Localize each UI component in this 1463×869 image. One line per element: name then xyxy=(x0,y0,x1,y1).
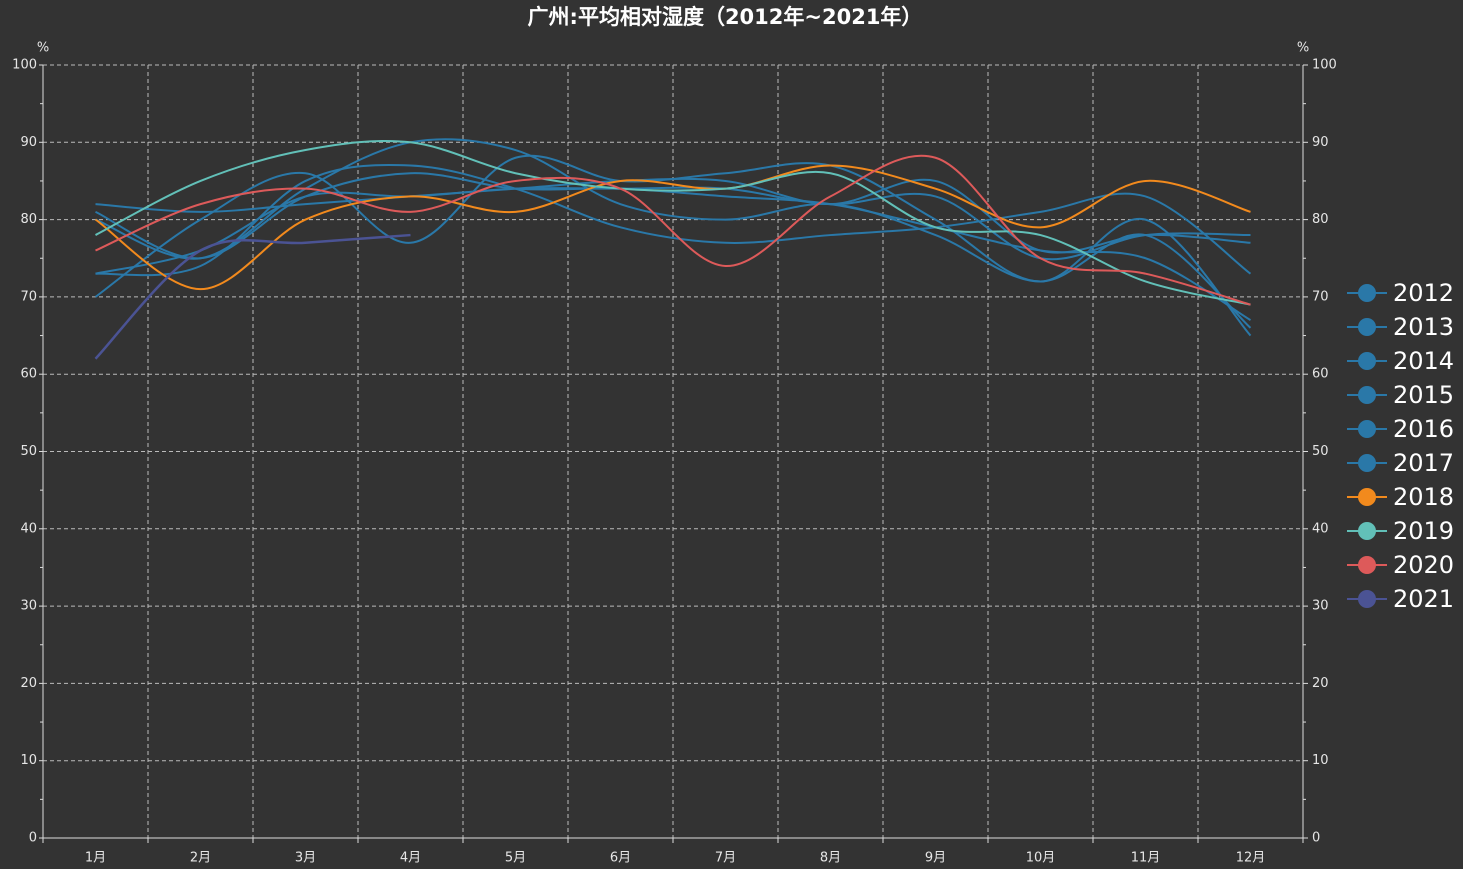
legend-label: 2020 xyxy=(1393,551,1454,579)
legend-label: 2017 xyxy=(1393,449,1454,477)
y2-tick-label: 90 xyxy=(1312,135,1329,150)
chart-title: 广州:平均相对湿度（2012年~2021年） xyxy=(528,5,923,29)
x-tick-label: 7月 xyxy=(715,851,736,866)
legend-marker xyxy=(1358,590,1376,608)
x-tick-label: 3月 xyxy=(295,851,316,866)
y-tick-label: 80 xyxy=(20,212,37,227)
legend-marker xyxy=(1358,386,1376,404)
x-tick-label: 11月 xyxy=(1131,851,1161,866)
y-tick-label: 60 xyxy=(20,367,37,382)
y-tick-label: 70 xyxy=(20,289,37,304)
legend-marker xyxy=(1358,522,1376,540)
legend-marker xyxy=(1358,556,1376,574)
y2-tick-label: 40 xyxy=(1312,521,1329,536)
y-tick-label: 30 xyxy=(20,599,37,614)
legend-marker xyxy=(1358,454,1376,472)
y2-tick-label: 0 xyxy=(1312,831,1320,846)
x-tick-label: 8月 xyxy=(820,851,841,866)
y2-tick-label: 100 xyxy=(1312,58,1337,73)
x-tick-label: 10月 xyxy=(1026,851,1056,866)
y-tick-label: 0 xyxy=(29,831,37,846)
x-tick-label: 5月 xyxy=(505,851,526,866)
legend-marker xyxy=(1358,352,1376,370)
series-line xyxy=(95,154,1251,306)
y2-tick-label: 10 xyxy=(1312,753,1329,768)
series-line xyxy=(95,164,1252,277)
legend-label: 2014 xyxy=(1393,347,1454,375)
legend-label: 2018 xyxy=(1393,483,1454,511)
y2-tick-label: 80 xyxy=(1312,212,1329,227)
x-tick-label: 12月 xyxy=(1236,851,1266,866)
legend-marker xyxy=(1358,284,1376,302)
legend-label: 2015 xyxy=(1393,381,1454,409)
legend-label: 2012 xyxy=(1393,279,1454,307)
y2-tick-label: 60 xyxy=(1312,367,1329,382)
legend-label: 2019 xyxy=(1393,517,1454,545)
y-tick-label: 90 xyxy=(20,135,37,150)
x-tick-label: 9月 xyxy=(925,851,946,866)
legend-marker xyxy=(1358,318,1376,336)
legend-label: 2013 xyxy=(1393,313,1454,341)
y2-tick-label: 20 xyxy=(1312,676,1329,691)
y2-axis-name: % xyxy=(1297,41,1309,56)
series-line xyxy=(95,186,1251,275)
y-tick-label: 10 xyxy=(20,753,37,768)
y2-tick-label: 30 xyxy=(1312,599,1329,614)
legend-label: 2021 xyxy=(1393,585,1454,613)
legend-marker xyxy=(1358,488,1376,506)
y-axis-name: % xyxy=(37,41,49,56)
y2-tick-label: 70 xyxy=(1312,289,1329,304)
series-line xyxy=(94,154,1252,337)
legend-marker xyxy=(1358,420,1376,438)
series-line xyxy=(95,139,1251,306)
series-line xyxy=(94,233,411,360)
series-line xyxy=(95,172,1252,321)
y-tick-label: 40 xyxy=(20,521,37,536)
y-tick-label: 100 xyxy=(12,58,37,73)
x-tick-label: 4月 xyxy=(400,851,421,866)
y-tick-label: 50 xyxy=(20,444,37,459)
series-line xyxy=(95,138,1252,329)
y2-tick-label: 50 xyxy=(1312,444,1329,459)
series-line xyxy=(94,164,1251,291)
x-tick-label: 1月 xyxy=(85,851,106,866)
x-tick-label: 6月 xyxy=(610,851,631,866)
x-tick-label: 2月 xyxy=(190,851,211,866)
legend-label: 2016 xyxy=(1393,415,1454,443)
y-tick-label: 20 xyxy=(20,676,37,691)
